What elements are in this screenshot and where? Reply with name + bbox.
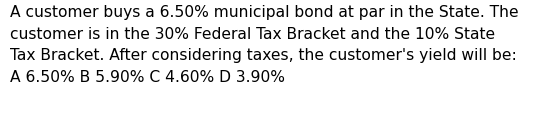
Text: A customer buys a 6.50% municipal bond at par in the State. The
customer is in t: A customer buys a 6.50% municipal bond a… [10,5,519,85]
